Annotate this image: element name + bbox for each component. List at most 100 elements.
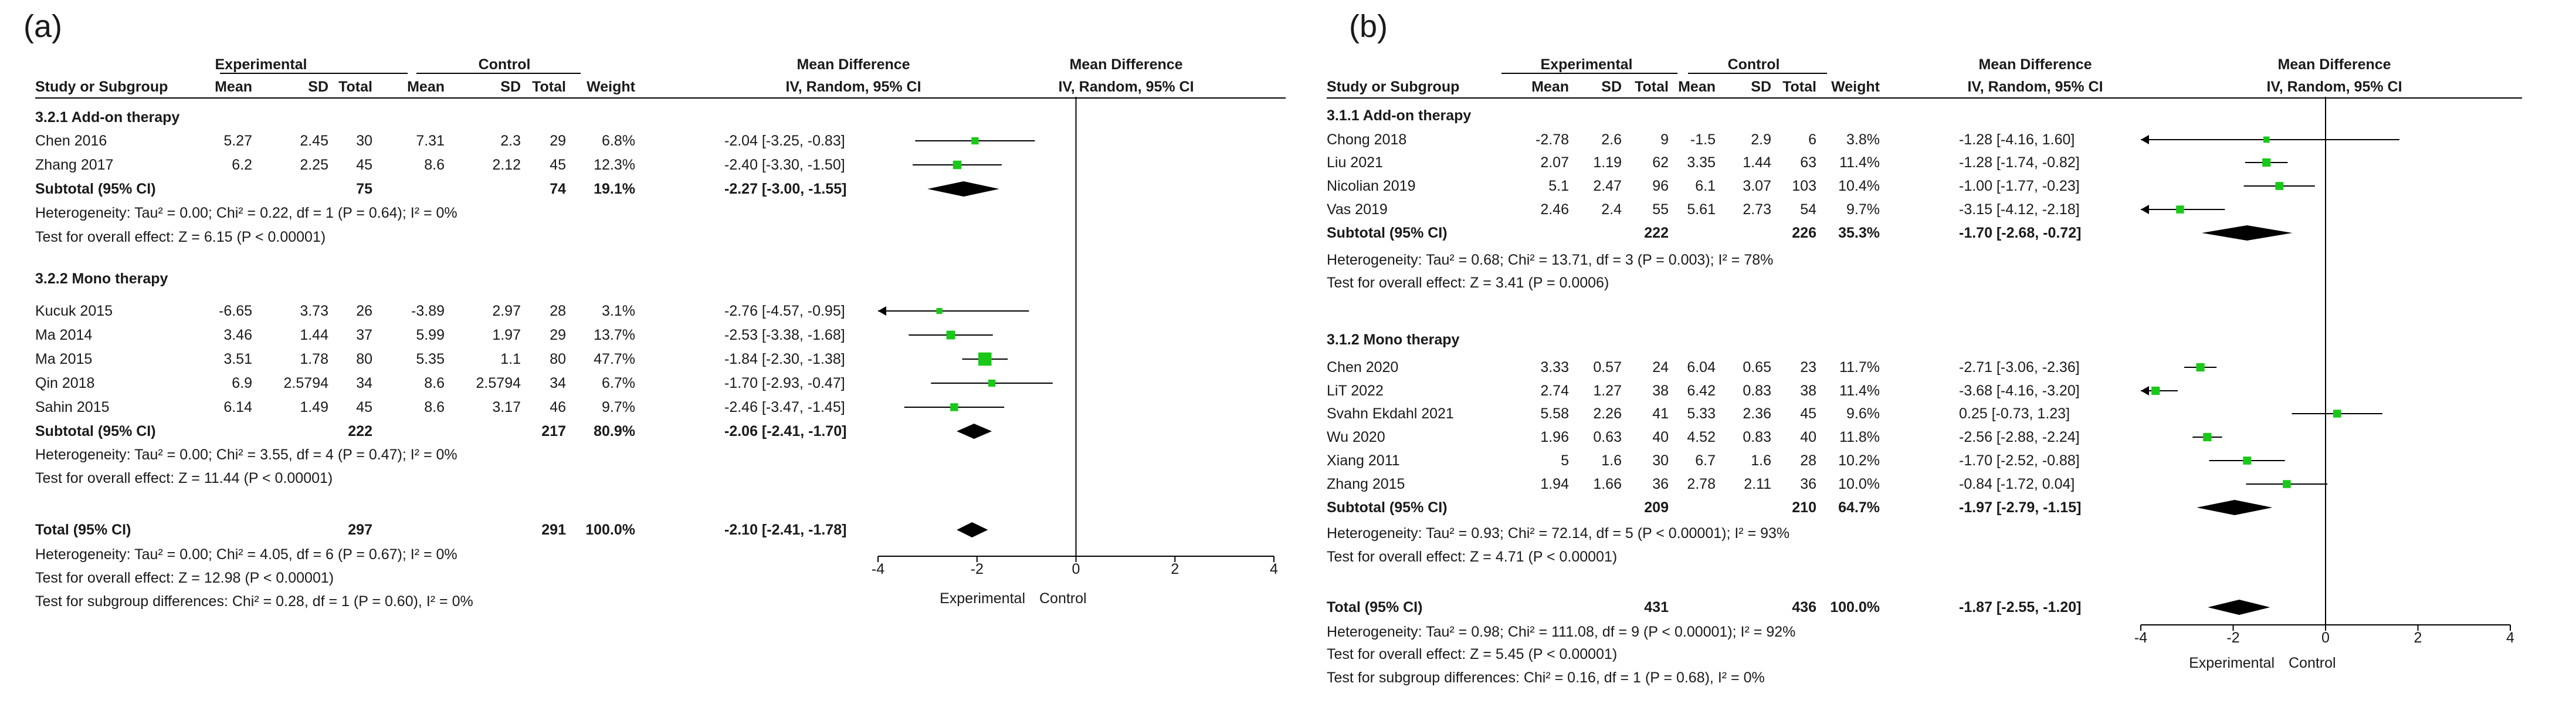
study-point-estimate [978, 352, 992, 366]
header-total-e: Total [338, 79, 372, 95]
study-mean-e: 5.58 [1540, 405, 1569, 422]
axis-tick-label: 2 [1171, 561, 1179, 577]
study-sd-e: 2.26 [1593, 405, 1622, 422]
study-total-c: 80 [550, 351, 566, 367]
subgroup-title: 3.1.2 Mono therapy [1327, 332, 1460, 348]
header-plot-title: Mean Difference [2277, 56, 2391, 73]
study-weight: 9.6% [1846, 405, 1880, 422]
study-mean-c: -3.89 [411, 303, 445, 319]
header-control: Control [1727, 56, 1780, 73]
study-point-estimate [2263, 136, 2270, 143]
study-ci: -3.68 [-4.16, -3.20] [1959, 383, 2080, 399]
study-mean-e: 3.33 [1540, 359, 1569, 376]
axis-tick-label: 0 [2321, 630, 2330, 646]
footer-line: Test for overall effect: Z = 5.45 (P < 0… [1327, 646, 1618, 662]
footer-line: Test for subgroup differences: Chi² = 0.… [35, 593, 473, 610]
subtotal-total-e: 75 [356, 181, 372, 197]
study-weight: 13.7% [594, 327, 635, 343]
study-total-c: 29 [550, 133, 566, 149]
study-total-e: 38 [1652, 383, 1669, 399]
footer-line: Heterogeneity: Tau² = 0.98; Chi² = 111.0… [1327, 624, 1796, 640]
study-total-c: 36 [1800, 476, 1816, 492]
study-total-e: 24 [1652, 359, 1669, 376]
study-total-c: 34 [550, 375, 566, 391]
study-sd-c: 0.65 [1743, 359, 1771, 376]
axis-right-label: Control [2289, 655, 2336, 671]
study-name: Nicolian 2019 [1327, 178, 1416, 194]
header-plot-method: IV, Random, 95% CI [2266, 79, 2402, 95]
subtotal-total-e: 209 [1644, 499, 1669, 516]
subgroup-heterogeneity: Heterogeneity: Tau² = 0.93; Chi² = 72.14… [1327, 525, 1790, 542]
study-point-estimate [2283, 480, 2291, 488]
header-weight: Weight [1831, 79, 1880, 95]
subtotal-weight: 35.3% [1838, 225, 1880, 241]
study-ci: -3.15 [-4.12, -2.18] [1959, 201, 2080, 218]
total-total-e: 297 [348, 522, 372, 538]
study-point-estimate [2203, 432, 2212, 442]
subgroup-title: 3.2.1 Add-on therapy [35, 109, 180, 126]
study-ci: -2.56 [-2.88, -2.24] [1959, 429, 2080, 445]
study-sd-c: 2.11 [1744, 476, 1771, 492]
study-total-e: 30 [356, 133, 372, 149]
header-plot-method: IV, Random, 95% CI [1058, 79, 1194, 95]
study-mean-e: 3.46 [223, 327, 252, 343]
study-ci: -0.84 [-1.72, 0.04] [1959, 476, 2075, 492]
header-study: Study or Subgroup [1327, 79, 1460, 95]
study-total-c: 45 [1800, 405, 1816, 422]
study-total-c: 28 [550, 303, 566, 319]
header-sd-c: SD [1751, 79, 1771, 95]
study-weight: 10.4% [1838, 178, 1880, 194]
study-name: Qin 2018 [35, 375, 95, 391]
study-mean-c: 8.6 [424, 399, 445, 415]
study-name: Ma 2014 [35, 327, 93, 343]
footer-line: Test for subgroup differences: Chi² = 0.… [1327, 669, 1765, 686]
study-sd-c: 1.97 [492, 327, 521, 343]
header-mean-difference: Mean Difference [1978, 56, 2092, 73]
study-weight: 6.8% [602, 133, 635, 149]
study-total-c: 46 [550, 399, 566, 415]
study-sd-e: 1.44 [300, 327, 328, 343]
study-total-e: 80 [356, 351, 372, 367]
study-total-c: 28 [1800, 452, 1816, 469]
subtotal-label: Subtotal (95% CI) [35, 423, 156, 439]
study-mean-c: 3.35 [1687, 154, 1716, 171]
total-ci: -1.87 [-2.55, -1.20] [1959, 599, 2082, 615]
study-weight: 6.7% [602, 375, 635, 391]
header-sd-c: SD [500, 79, 521, 95]
study-mean-c: 5.99 [416, 327, 445, 343]
study-ci: -2.40 [-3.30, -1.50] [724, 157, 845, 173]
study-sd-c: 3.07 [1743, 178, 1771, 194]
axis-tick-label: -2 [970, 561, 984, 577]
total-diamond [2208, 600, 2270, 615]
axis-left-label: Experimental [940, 590, 1025, 607]
study-sd-e: 2.47 [1593, 178, 1622, 194]
total-total-c: 291 [541, 522, 566, 538]
study-sd-c: 0.83 [1743, 383, 1771, 399]
study-mean-e: 6.14 [223, 399, 252, 415]
study-sd-c: 2.36 [1743, 405, 1771, 422]
header-experimental: Experimental [1540, 56, 1633, 73]
study-mean-c: 6.42 [1687, 383, 1716, 399]
total-label: Total (95% CI) [35, 522, 131, 538]
study-mean-c: 7.31 [416, 133, 445, 149]
study-total-e: 36 [1652, 476, 1669, 492]
total-diamond [957, 522, 988, 537]
header-method: IV, Random, 95% CI [785, 79, 921, 95]
study-weight: 12.3% [594, 157, 635, 173]
subtotal-ci: -1.70 [-2.68, -0.72] [1959, 225, 2082, 241]
study-total-e: 45 [356, 399, 372, 415]
study-ci: -2.76 [-4.57, -0.95] [724, 303, 845, 319]
study-name: Zhang 2017 [35, 157, 114, 173]
subtotal-total-c: 210 [1792, 499, 1816, 516]
study-name: Ma 2015 [35, 351, 93, 367]
study-ci: -2.04 [-3.25, -0.83] [724, 133, 845, 149]
subtotal-total-c: 226 [1792, 225, 1816, 241]
axis-left-label: Experimental [2189, 655, 2275, 671]
study-point-estimate [988, 379, 996, 387]
study-total-e: 37 [356, 327, 372, 343]
study-sd-e: 2.25 [300, 157, 328, 173]
study-mean-c: 6.1 [1695, 178, 1716, 194]
study-mean-c: 4.52 [1687, 429, 1716, 445]
study-weight: 11.4% [1839, 154, 1880, 171]
header-sd-e: SD [1601, 79, 1622, 95]
